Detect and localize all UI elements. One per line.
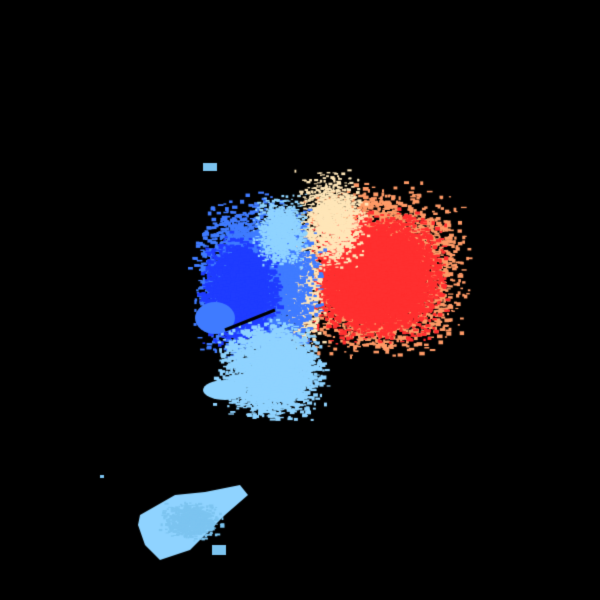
radar-velocity-image [0,0,600,600]
